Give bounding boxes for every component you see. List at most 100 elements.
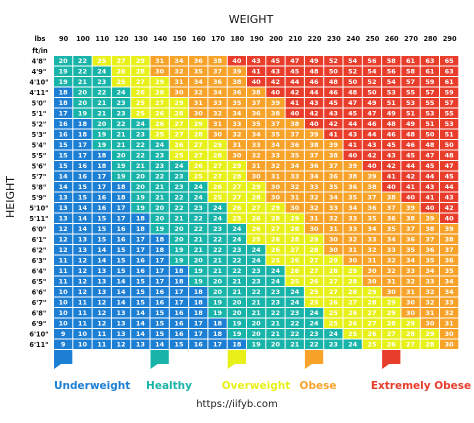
bmi-value-label: 24 — [252, 257, 262, 265]
weight-header: 130 — [134, 35, 148, 43]
bmi-value-label: 40 — [367, 162, 377, 170]
bmi-cell — [401, 77, 420, 87]
bmi-cell — [401, 234, 420, 244]
bmi-value-label: 19 — [136, 204, 146, 212]
bmi-cell — [131, 182, 150, 192]
bmi-value-label: 22 — [174, 194, 183, 202]
bmi-cell — [150, 318, 169, 328]
y-axis-title: HEIGHT — [4, 176, 17, 218]
bmi-cell — [247, 203, 266, 213]
bmi-value-label: 19 — [213, 299, 223, 307]
bmi-value-label: 27 — [348, 299, 357, 307]
bmi-value-label: 11 — [59, 278, 69, 286]
bmi-value-label: 36 — [194, 57, 204, 65]
bmi-value-label: 32 — [348, 236, 357, 244]
bmi-cell — [440, 171, 459, 181]
bmi-value-label: 37 — [290, 131, 299, 139]
bmi-cell — [208, 266, 227, 276]
bmi-value-label: 16 — [194, 341, 204, 349]
bmi-value-label: 40 — [406, 194, 416, 202]
bmi-value-label: 35 — [445, 267, 455, 275]
bmi-value-label: 18 — [155, 236, 165, 244]
bmi-value-label: 19 — [117, 162, 127, 170]
bmi-cell — [227, 203, 246, 213]
legend-marker — [382, 350, 401, 369]
bmi-cell — [208, 119, 227, 129]
bmi-value-label: 11 — [78, 299, 88, 307]
bmi-cell — [362, 339, 382, 349]
bmi-value-label: 41 — [329, 131, 339, 139]
bmi-value-label: 32 — [232, 131, 241, 139]
bmi-value-label: 27 — [194, 141, 203, 149]
bmi-cell — [382, 276, 401, 286]
bmi-cell — [189, 266, 208, 276]
bmi-value-label: 50 — [445, 141, 455, 149]
bmi-value-label: 28 — [155, 89, 165, 97]
bmi-cell — [169, 161, 189, 171]
bmi-value-label: 32 — [367, 246, 376, 254]
bmi-cell — [227, 119, 246, 129]
bmi-value-label: 27 — [329, 288, 338, 296]
bmi-value-label: 16 — [117, 225, 127, 233]
bmi-value-label: 22 — [174, 204, 183, 212]
bmi-value-label: 53 — [425, 110, 434, 118]
bmi-value-label: 51 — [425, 120, 435, 128]
bmi-cell — [304, 56, 324, 66]
bmi-cell — [131, 203, 150, 213]
bmi-value-label: 55 — [425, 99, 435, 107]
bmi-value-label: 46 — [329, 89, 339, 97]
bmi-cell — [247, 266, 266, 276]
bmi-value-label: 46 — [387, 131, 397, 139]
bmi-cell — [343, 98, 362, 108]
bmi-value-label: 12 — [78, 257, 87, 265]
bmi-value-label: 36 — [252, 110, 262, 118]
bmi-value-label: 32 — [271, 162, 280, 170]
bmi-value-label: 31 — [425, 309, 435, 317]
bmi-value-label: 23 — [252, 267, 261, 275]
bmi-cell — [131, 108, 150, 118]
bmi-value-label: 29 — [329, 257, 339, 265]
height-header: 6'1" — [32, 236, 47, 244]
height-header: 6'9" — [32, 320, 47, 328]
height-header: 6'10" — [29, 331, 48, 339]
bmi-value-label: 39 — [348, 162, 358, 170]
bmi-value-label: 16 — [97, 194, 107, 202]
bmi-cell — [324, 234, 343, 244]
weight-header: 220 — [308, 35, 322, 43]
bmi-cell — [92, 245, 111, 255]
bmi-value-label: 46 — [367, 120, 377, 128]
bmi-value-label: 26 — [387, 341, 397, 349]
bmi-cell — [382, 329, 401, 339]
bmi-cell — [401, 182, 420, 192]
bmi-cell — [247, 287, 266, 297]
bmi-value-label: 26 — [348, 320, 358, 328]
bmi-value-label: 34 — [252, 131, 262, 139]
bmi-value-label: 35 — [387, 225, 397, 233]
bmi-cell — [54, 234, 73, 244]
bmi-cell — [362, 171, 382, 181]
bmi-value-label: 17 — [155, 257, 164, 265]
bmi-value-label: 13 — [59, 204, 68, 212]
bmi-value-label: 29 — [348, 267, 358, 275]
bmi-cell — [324, 66, 343, 76]
bmi-value-label: 39 — [367, 173, 377, 181]
bmi-value-label: 25 — [194, 173, 204, 181]
height-header: 4'10" — [29, 79, 48, 87]
bmi-cell — [227, 234, 246, 244]
bmi-value-label: 24 — [174, 162, 184, 170]
bmi-cell — [169, 213, 189, 223]
bmi-value-label: 43 — [425, 183, 434, 191]
bmi-cell — [189, 56, 208, 66]
bmi-cell — [382, 56, 401, 66]
bmi-value-label: 38 — [252, 89, 262, 97]
bmi-cell — [362, 234, 382, 244]
bmi-cell — [169, 287, 189, 297]
bmi-value-label: 20 — [232, 309, 242, 317]
bmi-cell — [285, 56, 304, 66]
bmi-value-label: 26 — [155, 110, 165, 118]
bmi-value-label: 24 — [271, 267, 281, 275]
footer-url[interactable]: https://iifyb.com — [196, 399, 278, 410]
bmi-cell — [440, 77, 459, 87]
bmi-value-label: 19 — [174, 246, 184, 254]
bmi-value-label: 40 — [348, 152, 358, 160]
